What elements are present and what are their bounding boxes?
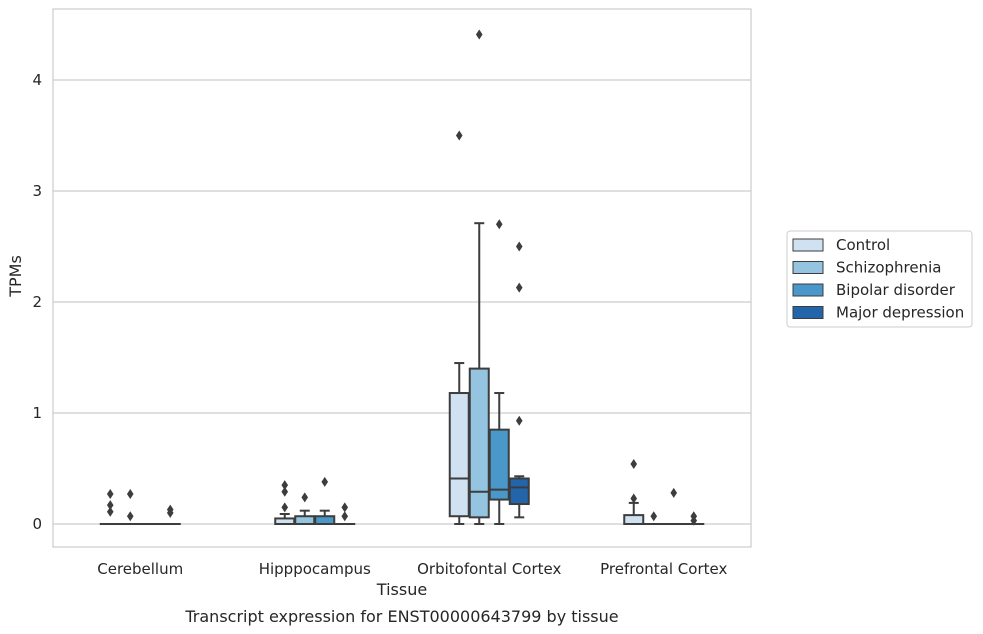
legend-swatch: [792, 261, 824, 274]
outlier-point: [341, 502, 349, 513]
legend-swatch: [792, 283, 824, 297]
x-tick-label: Hipppocampus: [259, 560, 371, 578]
outlier-point: [515, 415, 523, 426]
legend-label: Major depression: [836, 304, 964, 322]
legend-frame: [786, 230, 973, 328]
outlier-point: [690, 515, 698, 526]
y-tick-label: 4: [32, 71, 42, 89]
outlier-point: [670, 487, 678, 498]
box-schizophrenia: [643, 511, 665, 526]
outlier-point: [126, 489, 134, 500]
box-schizophrenia: [294, 492, 316, 525]
outlier-point: [106, 500, 114, 511]
outlier-point: [495, 219, 503, 230]
outlier-point: [321, 476, 329, 487]
legend: Control Schizophrenia Bipolar disorder Majo…: [786, 230, 973, 328]
outlier-point: [341, 511, 349, 522]
box-major-depression: [334, 502, 356, 526]
y-tick-label: 3: [32, 182, 42, 200]
outlier-point: [475, 29, 483, 40]
outlier-point: [166, 507, 174, 518]
box-control: [623, 459, 645, 525]
iqr-box: [294, 515, 316, 525]
x-tick-label: Orbitofontal Cortex: [417, 560, 561, 578]
outlier-point: [106, 506, 114, 517]
outlier-point: [650, 511, 658, 522]
outlier-point: [301, 492, 309, 503]
box-schizophrenia: [119, 489, 141, 526]
box-control: [99, 489, 121, 526]
box-bipolar-disorder: [314, 476, 336, 525]
box-control: [274, 480, 296, 526]
outlier-point: [126, 511, 134, 522]
box-schizophrenia: [468, 29, 490, 525]
chart-caption: Transcript expression for ENST0000064379…: [184, 607, 618, 626]
outlier-point: [515, 241, 523, 252]
iqr-box: [448, 392, 470, 518]
x-axis-label: Tissue: [376, 580, 427, 599]
grid-lines: [53, 79, 751, 525]
y-tick-label: 2: [32, 293, 42, 311]
legend-label: Control: [836, 236, 890, 254]
outlier-point: [106, 489, 114, 500]
y-tick-label: 1: [32, 404, 42, 422]
outlier-point: [630, 493, 638, 504]
legend-swatch: [792, 238, 824, 252]
outlier-point: [281, 502, 289, 513]
x-tick-label: Cerebellum: [97, 560, 183, 578]
iqr-box: [468, 367, 490, 519]
legend-swatch: [792, 306, 824, 319]
plot-frame: [52, 8, 752, 548]
outlier-point: [630, 459, 638, 470]
legend-label: Bipolar disorder: [836, 281, 956, 299]
outlier-point: [515, 282, 523, 293]
x-tick-label: Prefrontal Cortex: [600, 560, 727, 578]
iqr-box: [488, 428, 510, 501]
y-axis-label: TPMs: [6, 255, 25, 298]
legend-label: Schizophrenia: [836, 259, 941, 277]
box-bipolar-disorder: [663, 487, 685, 526]
outlier-point: [281, 486, 289, 497]
box-control: [448, 130, 470, 525]
iqr-box: [623, 514, 645, 525]
y-tick-label: 0: [32, 515, 42, 533]
box-major-depression: [683, 511, 705, 526]
box-bipolar-disorder: [488, 219, 510, 525]
box-series: [99, 29, 705, 526]
x-tick-labels: Cerebellum Hipppocampus Orbitofontal Corte…: [97, 560, 727, 578]
box-major-depression: [159, 504, 181, 526]
iqr-box: [314, 515, 336, 525]
y-tick-labels: 0 1 2 3 4: [32, 71, 42, 533]
box-major-depression: [508, 241, 530, 519]
iqr-box: [508, 477, 530, 506]
outlier-point: [281, 480, 289, 491]
outlier-point: [455, 130, 463, 141]
